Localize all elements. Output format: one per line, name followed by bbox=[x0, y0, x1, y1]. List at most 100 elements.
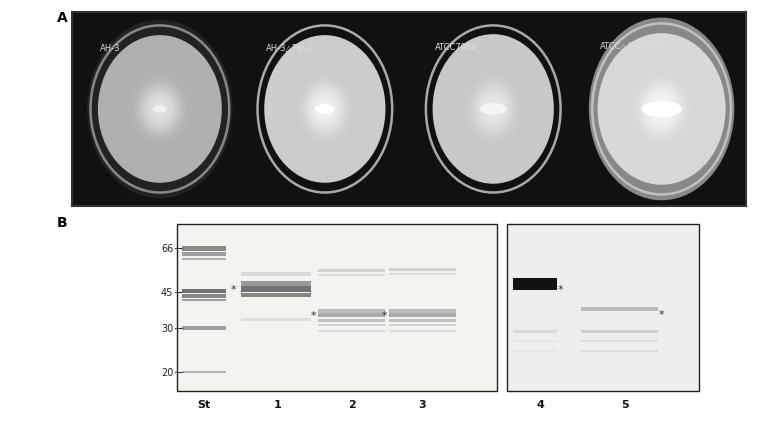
Ellipse shape bbox=[297, 76, 352, 144]
Bar bbox=[318, 314, 386, 317]
Bar bbox=[389, 319, 456, 322]
Ellipse shape bbox=[264, 36, 386, 183]
Text: *: * bbox=[659, 309, 664, 319]
Bar bbox=[581, 330, 658, 333]
Ellipse shape bbox=[151, 100, 168, 120]
Bar bbox=[182, 294, 226, 298]
Ellipse shape bbox=[305, 86, 344, 133]
Bar bbox=[389, 273, 456, 276]
Ellipse shape bbox=[468, 79, 518, 141]
Ellipse shape bbox=[471, 82, 515, 137]
Ellipse shape bbox=[140, 86, 180, 133]
Ellipse shape bbox=[647, 92, 677, 127]
Ellipse shape bbox=[157, 106, 163, 113]
Text: 4: 4 bbox=[537, 399, 544, 409]
Ellipse shape bbox=[322, 106, 328, 113]
Ellipse shape bbox=[432, 35, 554, 184]
Ellipse shape bbox=[98, 36, 221, 183]
Bar bbox=[389, 268, 456, 271]
Ellipse shape bbox=[488, 103, 498, 117]
Bar bbox=[182, 299, 226, 302]
Ellipse shape bbox=[638, 82, 685, 138]
Ellipse shape bbox=[490, 106, 496, 113]
Ellipse shape bbox=[137, 83, 183, 137]
Ellipse shape bbox=[300, 79, 350, 140]
Bar bbox=[240, 281, 311, 286]
Ellipse shape bbox=[659, 106, 664, 113]
Bar bbox=[182, 258, 226, 261]
Text: ATCC△AHA4171: ATCC△AHA4171 bbox=[600, 42, 667, 51]
Ellipse shape bbox=[154, 103, 166, 116]
Text: 30: 30 bbox=[161, 323, 174, 333]
Text: *: * bbox=[558, 285, 563, 294]
Bar bbox=[581, 308, 658, 311]
Bar bbox=[389, 314, 456, 317]
Bar bbox=[240, 318, 311, 321]
Ellipse shape bbox=[148, 96, 171, 123]
Bar bbox=[389, 330, 456, 333]
Ellipse shape bbox=[650, 96, 673, 124]
Bar bbox=[514, 330, 557, 333]
Ellipse shape bbox=[474, 86, 513, 134]
Text: 5: 5 bbox=[621, 399, 629, 409]
Bar bbox=[318, 270, 386, 273]
Ellipse shape bbox=[656, 103, 667, 117]
Ellipse shape bbox=[479, 104, 507, 115]
Ellipse shape bbox=[644, 89, 679, 130]
Bar bbox=[240, 273, 311, 276]
Ellipse shape bbox=[317, 100, 333, 120]
Ellipse shape bbox=[422, 20, 564, 199]
Text: B: B bbox=[57, 215, 68, 229]
Bar bbox=[318, 309, 386, 313]
Text: St: St bbox=[197, 399, 210, 409]
Bar bbox=[182, 326, 226, 330]
Ellipse shape bbox=[632, 75, 691, 144]
Bar bbox=[318, 330, 386, 333]
Bar bbox=[389, 324, 456, 327]
Bar bbox=[514, 350, 557, 352]
Ellipse shape bbox=[153, 106, 167, 114]
Bar bbox=[581, 350, 658, 352]
Ellipse shape bbox=[642, 101, 682, 118]
Ellipse shape bbox=[303, 83, 347, 137]
Ellipse shape bbox=[314, 96, 336, 123]
Ellipse shape bbox=[653, 99, 670, 120]
Text: 1: 1 bbox=[274, 399, 282, 409]
Ellipse shape bbox=[145, 93, 174, 127]
Bar bbox=[389, 309, 456, 313]
Bar bbox=[514, 278, 557, 291]
Ellipse shape bbox=[635, 78, 688, 141]
Text: 45: 45 bbox=[161, 287, 174, 297]
Ellipse shape bbox=[311, 93, 339, 127]
Text: *: * bbox=[310, 311, 317, 320]
Bar bbox=[318, 319, 386, 322]
Ellipse shape bbox=[132, 76, 188, 144]
Ellipse shape bbox=[589, 19, 734, 201]
Text: AH-3△Fgi-1: AH-3△Fgi-1 bbox=[266, 44, 314, 53]
Text: 66: 66 bbox=[161, 244, 174, 253]
Ellipse shape bbox=[143, 89, 177, 130]
Bar bbox=[240, 287, 311, 293]
Bar bbox=[514, 340, 557, 343]
Text: 2: 2 bbox=[348, 399, 355, 409]
Ellipse shape bbox=[479, 92, 507, 127]
Ellipse shape bbox=[476, 89, 510, 130]
Bar bbox=[177, 225, 497, 391]
Text: A: A bbox=[57, 11, 68, 25]
Ellipse shape bbox=[641, 86, 682, 134]
Text: ATCC7966ᵀ: ATCC7966ᵀ bbox=[435, 43, 481, 52]
Ellipse shape bbox=[485, 99, 501, 120]
Ellipse shape bbox=[466, 75, 521, 144]
Text: *: * bbox=[231, 285, 237, 294]
Bar bbox=[318, 324, 386, 327]
Text: *: * bbox=[381, 311, 387, 320]
Ellipse shape bbox=[308, 89, 342, 130]
Bar bbox=[182, 253, 226, 256]
Text: 20: 20 bbox=[161, 367, 174, 377]
Bar bbox=[507, 225, 699, 391]
Ellipse shape bbox=[315, 105, 335, 115]
Bar bbox=[182, 246, 226, 251]
Bar bbox=[581, 340, 658, 343]
Text: AH-3: AH-3 bbox=[100, 44, 120, 53]
Bar bbox=[240, 293, 311, 298]
